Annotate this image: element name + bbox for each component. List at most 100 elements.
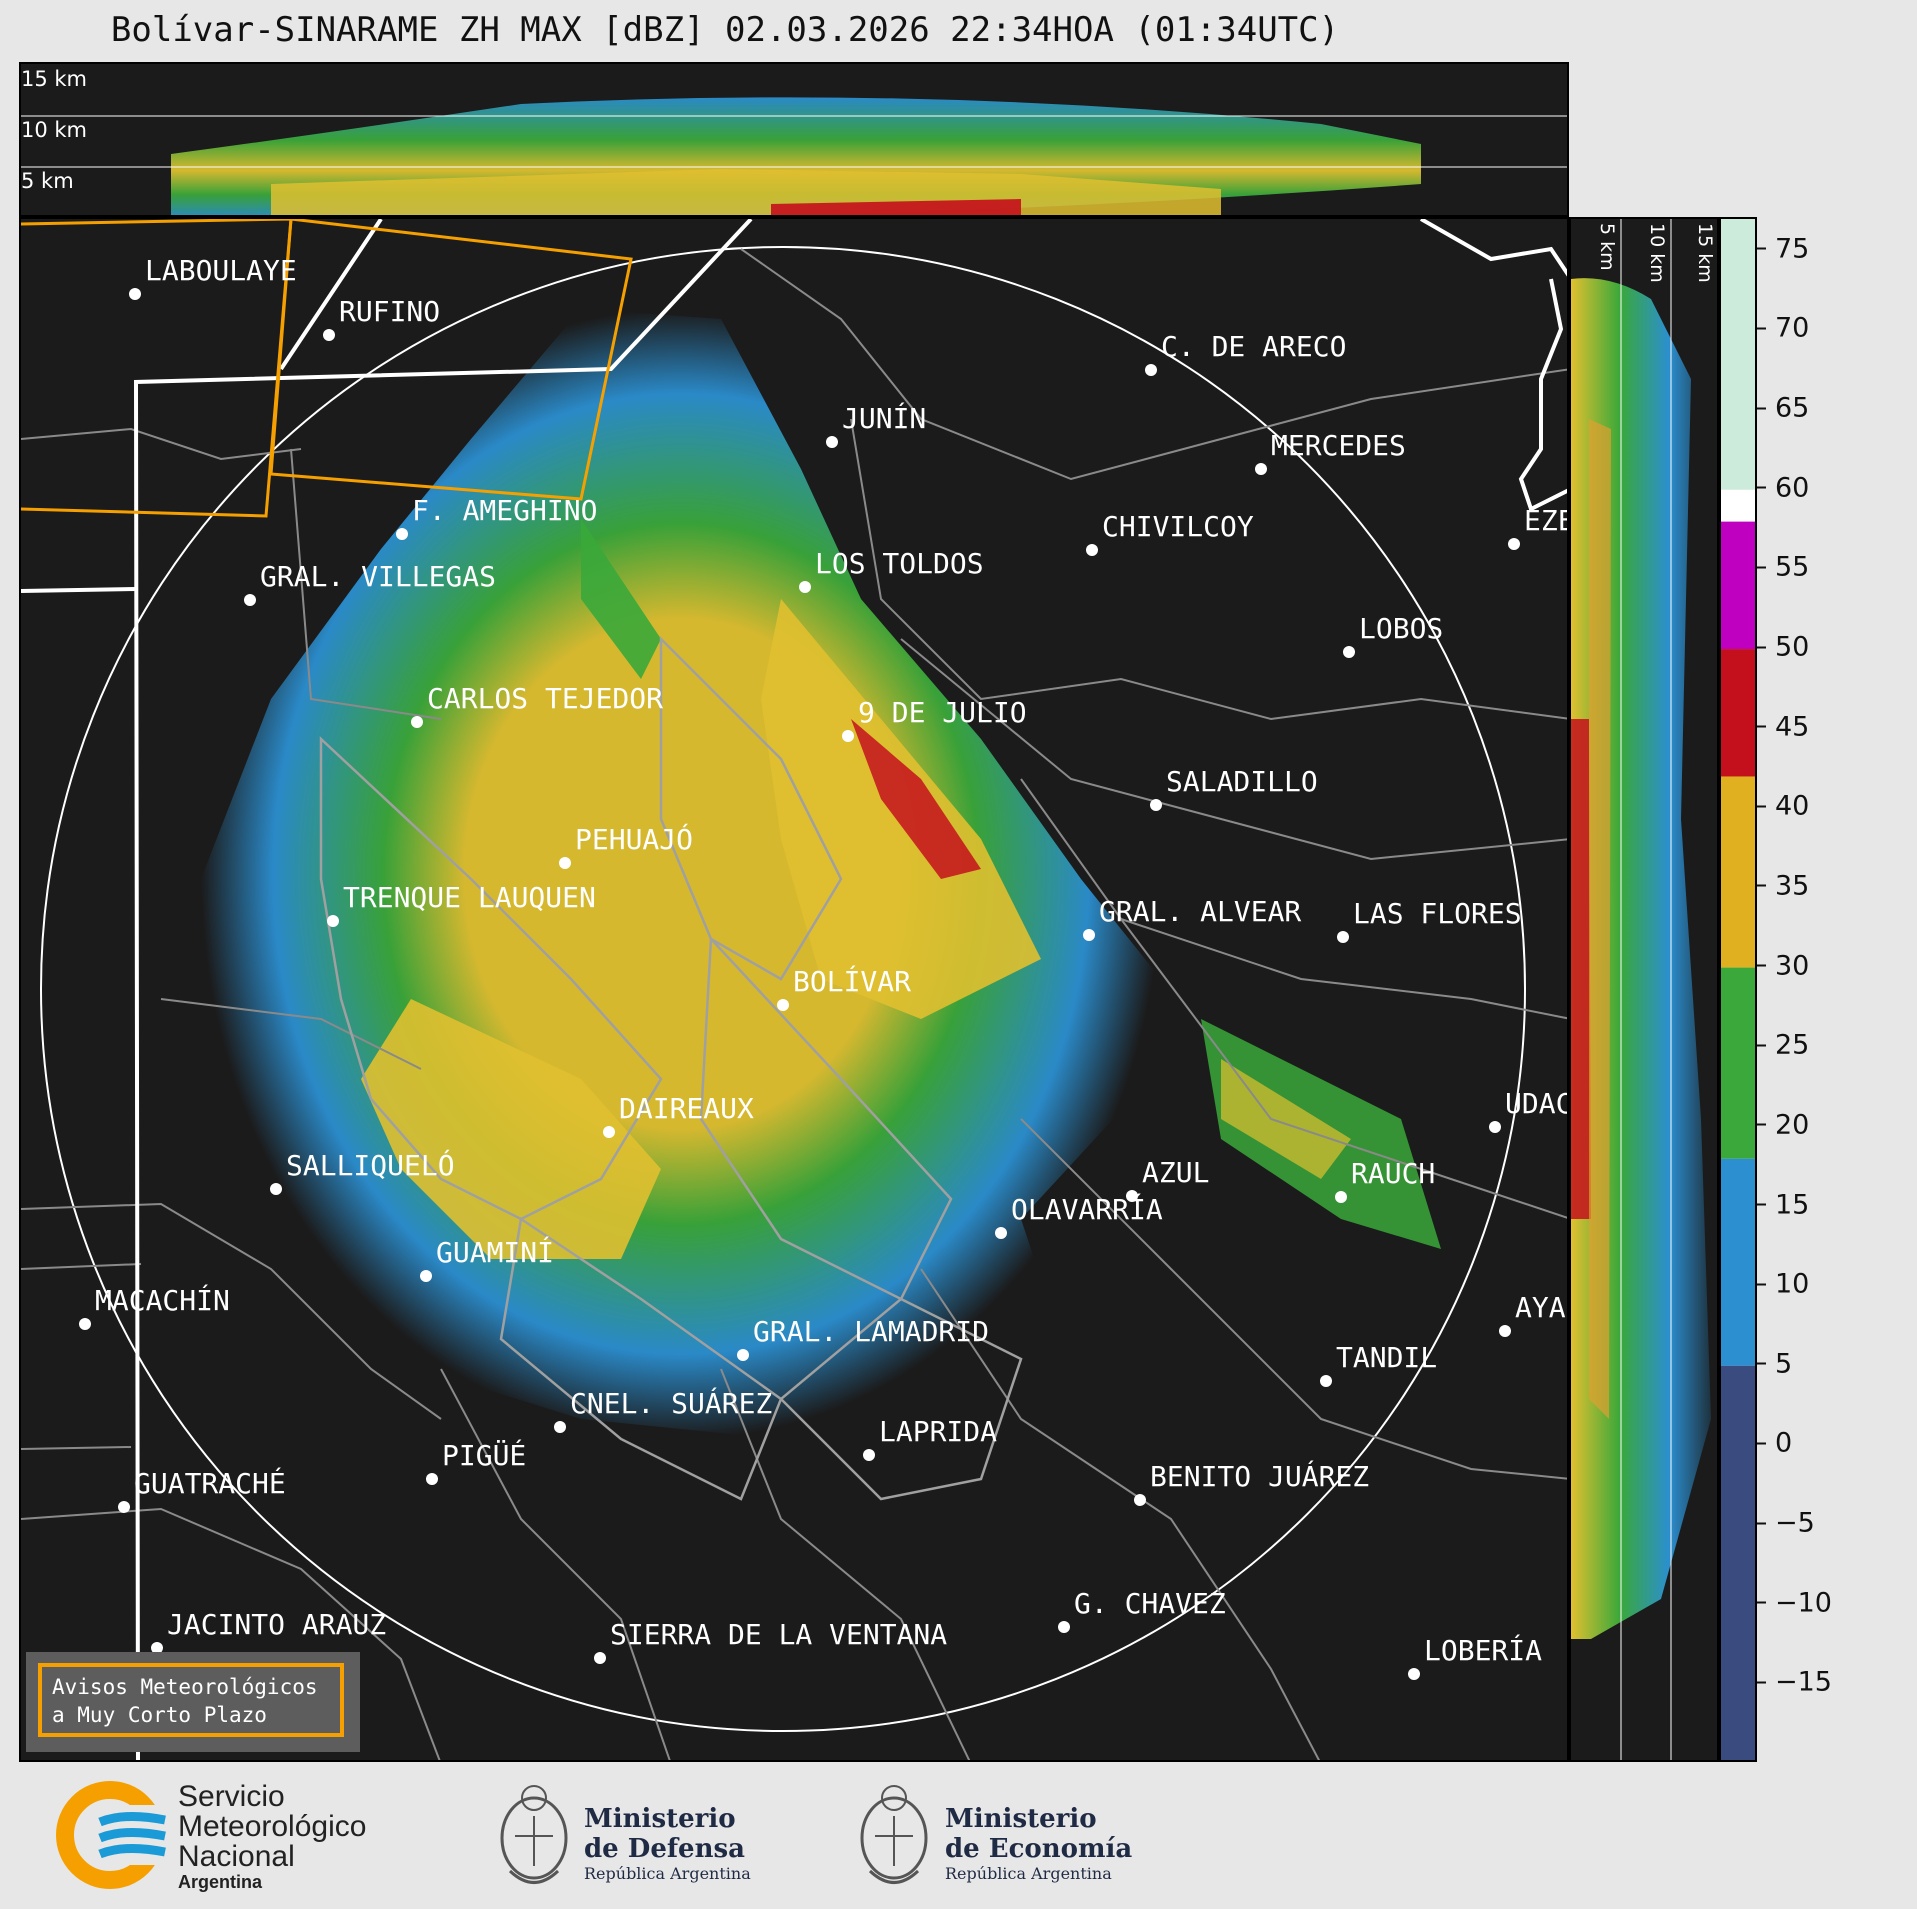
side-height-label-5km: 5 km bbox=[1596, 223, 1618, 271]
city-label: G. CHAVEZ bbox=[1074, 1587, 1226, 1620]
city-label: SALLIQUELÓ bbox=[286, 1149, 455, 1182]
city-dot bbox=[1134, 1494, 1146, 1506]
city-dot bbox=[863, 1449, 875, 1461]
city-dot bbox=[420, 1270, 432, 1282]
city-label: LOS TOLDOS bbox=[815, 547, 984, 580]
colorbar-tick-label: 75 bbox=[1757, 233, 1809, 264]
colorbar-tick-label: 50 bbox=[1757, 632, 1809, 663]
city-dot bbox=[323, 329, 335, 341]
page-title: Bolívar-SINARAME ZH MAX [dBZ] 02.03.2026… bbox=[110, 10, 1340, 50]
city-label: SALADILLO bbox=[1166, 765, 1318, 798]
city-dot bbox=[244, 594, 256, 606]
colorbar-tick-label: 70 bbox=[1757, 313, 1809, 344]
city-dot bbox=[826, 436, 838, 448]
city-label: PEHUAJÓ bbox=[575, 823, 694, 856]
city-dot bbox=[594, 1652, 606, 1664]
city-dot bbox=[151, 1642, 163, 1654]
city-dot bbox=[1255, 463, 1267, 475]
city-dot bbox=[995, 1227, 1007, 1239]
economia-logo-text: Ministerio de Economía República Argenti… bbox=[945, 1804, 1133, 1883]
colorbar-tick-label: 65 bbox=[1757, 393, 1809, 424]
city-dot bbox=[559, 857, 571, 869]
colorbar-tick-label: 60 bbox=[1757, 472, 1809, 503]
side-height-label-10km: 10 km bbox=[1646, 223, 1668, 283]
footer-logos: Servicio Meteorológico Nacional Argentin… bbox=[0, 1762, 1917, 1909]
city-label: JACINTO ARAUZ bbox=[167, 1608, 387, 1641]
colorbar-tick-label: −10 bbox=[1757, 1587, 1832, 1618]
height-label-10km: 10 km bbox=[21, 118, 88, 142]
city-dot bbox=[1343, 646, 1355, 658]
city-dot bbox=[426, 1473, 438, 1485]
city-label: RUFINO bbox=[339, 295, 441, 328]
city-dot bbox=[737, 1349, 749, 1361]
colorbar-band bbox=[1721, 1158, 1755, 1366]
colorbar-tick-label: −15 bbox=[1757, 1667, 1832, 1698]
height-label-5km: 5 km bbox=[21, 169, 74, 193]
city-label: AZUL bbox=[1142, 1156, 1210, 1189]
dbz-colorbar bbox=[1719, 217, 1757, 1762]
notice-line-2: a Muy Corto Plazo bbox=[52, 1703, 267, 1727]
colorbar-tick-label: 45 bbox=[1757, 711, 1809, 742]
city-label: CARLOS TEJEDOR bbox=[427, 682, 664, 715]
city-dot bbox=[554, 1421, 566, 1433]
city-dot bbox=[129, 288, 141, 300]
city-label: GRAL. VILLEGAS bbox=[260, 560, 497, 593]
colorbar-tick-label: 0 bbox=[1757, 1428, 1792, 1459]
notice-line-1: Avisos Meteorológicos bbox=[52, 1675, 318, 1699]
city-dot bbox=[1408, 1668, 1420, 1680]
city-label: C. DE ARECO bbox=[1161, 330, 1347, 363]
city-label: LOBERÍA bbox=[1424, 1634, 1543, 1667]
city-dot bbox=[603, 1126, 615, 1138]
colorbar-ticks: 75 70 65 60 55 50 45 40 35 30 25 20 15 10 5 0 −5 −10 −15 bbox=[1757, 217, 1897, 1762]
city-label: LAPRIDA bbox=[879, 1415, 998, 1448]
top-profile-graphic bbox=[21, 97, 1567, 215]
city-label: CNEL. SUÁREZ bbox=[570, 1387, 773, 1420]
city-label: AYA bbox=[1515, 1291, 1566, 1324]
city-dot bbox=[1335, 1191, 1347, 1203]
city-label: OLAVARRÍA bbox=[1011, 1193, 1163, 1226]
city-dot bbox=[1320, 1375, 1332, 1387]
colorbar-tick-label: 20 bbox=[1757, 1109, 1809, 1140]
city-dot bbox=[270, 1183, 282, 1195]
city-label: UDAC bbox=[1505, 1087, 1569, 1120]
city-label: SIERRA DE LA VENTANA bbox=[610, 1618, 948, 1651]
colorbar-graphic bbox=[1721, 219, 1755, 1760]
city-label: F. AMEGHINO bbox=[412, 494, 598, 527]
colorbar-tick-label: 15 bbox=[1757, 1189, 1809, 1220]
city-label: JUNÍN bbox=[842, 402, 927, 435]
notice-button[interactable]: Avisos Meteorológicos a Muy Corto Plazo bbox=[38, 1663, 344, 1737]
city-label: BOLÍVAR bbox=[793, 965, 912, 998]
economia-seal-icon bbox=[860, 1785, 928, 1884]
city-label: RAUCH bbox=[1351, 1157, 1436, 1190]
colorbar-tick-label: 30 bbox=[1757, 950, 1809, 981]
smn-logo-icon bbox=[56, 1781, 170, 1889]
side-profile-graphic bbox=[1571, 219, 1711, 1760]
city-dot bbox=[411, 716, 423, 728]
city-label: LABOULAYE bbox=[145, 254, 297, 287]
colorbar-band bbox=[1721, 649, 1755, 777]
city-label: TANDIL bbox=[1336, 1341, 1438, 1374]
smn-logo-text: Servicio Meteorológico Nacional Argentin… bbox=[178, 1780, 367, 1893]
side-height-profile: 5 km 10 km 15 km bbox=[1569, 217, 1719, 1762]
city-label: GUAMINÍ bbox=[436, 1236, 555, 1269]
colorbar-band bbox=[1721, 489, 1755, 522]
height-label-15km: 15 km bbox=[21, 67, 88, 91]
colorbar-tick-label: 40 bbox=[1757, 791, 1809, 822]
city-label: LAS FLORES bbox=[1353, 897, 1522, 930]
city-dot bbox=[79, 1318, 91, 1330]
city-label: BENITO JUÁREZ bbox=[1150, 1460, 1370, 1493]
notice-panel[interactable]: Avisos Meteorológicos a Muy Corto Plazo bbox=[26, 1652, 360, 1752]
city-dot bbox=[799, 581, 811, 593]
city-label: GRAL. ALVEAR bbox=[1099, 895, 1302, 928]
colorbar-tick-label: 10 bbox=[1757, 1269, 1809, 1300]
top-height-profile: 15 km 10 km 5 km bbox=[19, 62, 1569, 217]
colorbar-tick-label: 35 bbox=[1757, 870, 1809, 901]
colorbar-tick-label: −5 bbox=[1757, 1508, 1815, 1539]
radar-map-graphic bbox=[21, 219, 1567, 1760]
colorbar-tick-label: 5 bbox=[1757, 1348, 1792, 1379]
city-label: LOBOS bbox=[1359, 612, 1444, 645]
colorbar-tick-label: 25 bbox=[1757, 1030, 1809, 1061]
city-label: MERCEDES bbox=[1271, 429, 1406, 462]
city-dot bbox=[842, 730, 854, 742]
city-label: PIGÜÉ bbox=[442, 1439, 527, 1472]
